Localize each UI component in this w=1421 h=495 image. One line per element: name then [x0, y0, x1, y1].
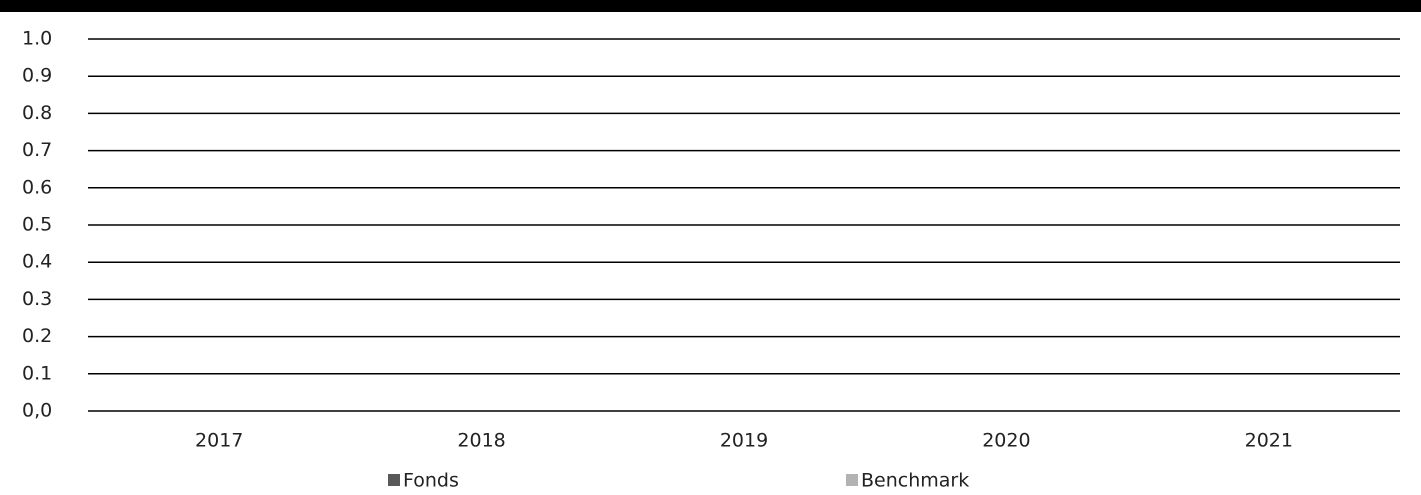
y-tick-label: 0.2: [22, 325, 52, 347]
y-tick-label: 0.3: [22, 288, 52, 310]
y-tick-label: 1.0: [22, 28, 52, 50]
y-tick-label: 0.8: [22, 102, 52, 124]
x-tick-label: 2018: [457, 430, 505, 452]
y-tick-label: 0.7: [22, 139, 52, 161]
x-tick-label: 2020: [982, 430, 1030, 452]
y-tick-label: 0.1: [22, 362, 52, 384]
legend-label: Fonds: [403, 470, 459, 492]
x-tick-label: 2019: [720, 430, 768, 452]
x-tick-label: 2021: [1245, 430, 1293, 452]
top-bar: [0, 0, 1421, 12]
legend-swatch: [846, 474, 858, 486]
legend-label: Benchmark: [861, 470, 969, 492]
legend-swatch: [388, 474, 400, 486]
y-tick-label: 0.4: [22, 251, 52, 273]
y-tick-label: 0.6: [22, 176, 52, 198]
x-tick-label: 2017: [195, 430, 243, 452]
y-tick-label: 0.9: [22, 65, 52, 87]
y-tick-label: 0.5: [22, 214, 52, 236]
y-tick-label: 0,0: [22, 400, 52, 422]
